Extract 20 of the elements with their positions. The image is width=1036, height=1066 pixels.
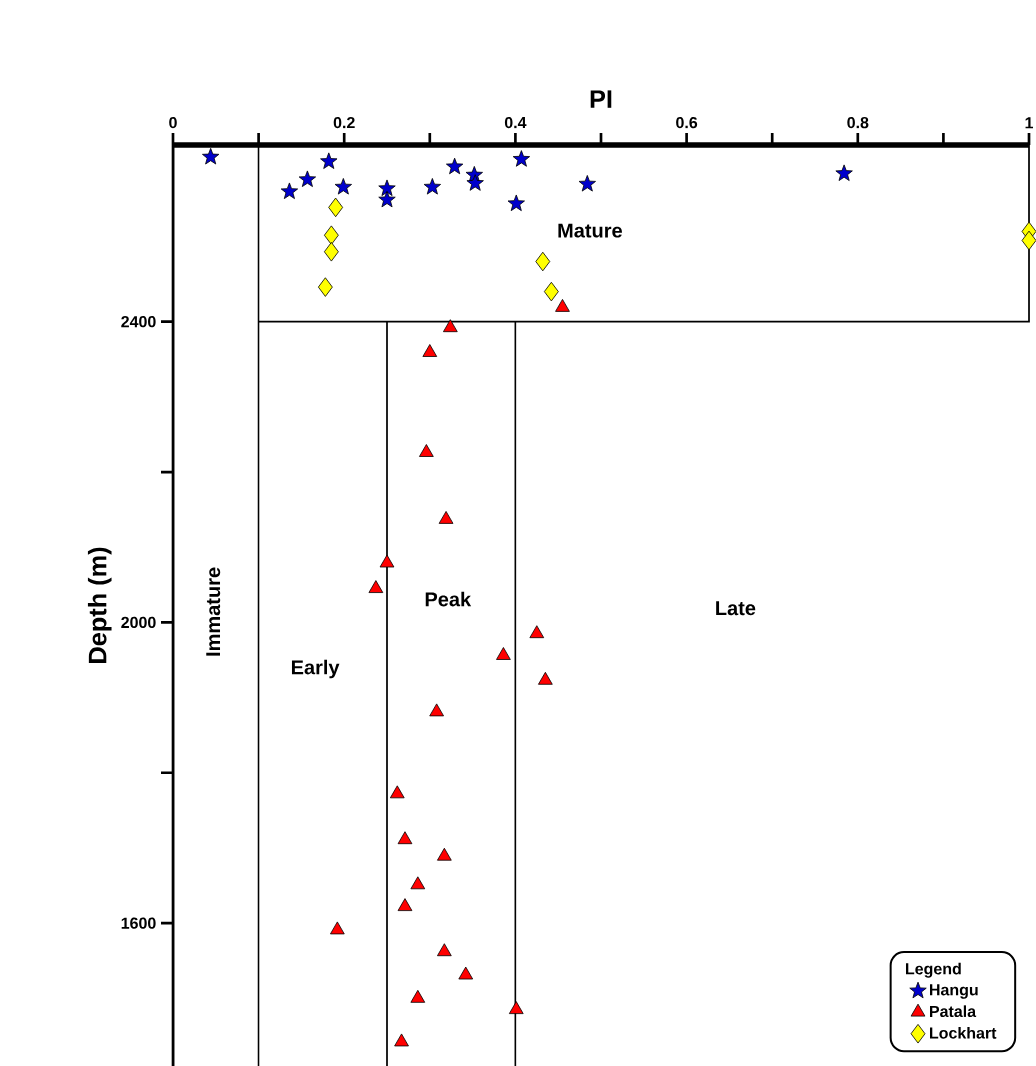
legend-label: Lockhart: [930, 1026, 997, 1039]
x-tick-label: 0.4: [504, 116, 527, 129]
x-tick-label: 0: [169, 116, 177, 129]
x-tick-label: 1: [1025, 117, 1034, 129]
y-tick-label: 2000: [121, 616, 156, 629]
legend-label: Hangu: [930, 984, 978, 999]
y-axis-title: Depth (m): [87, 547, 112, 663]
x-tick-label: 0.8: [847, 116, 869, 129]
annotation: Late: [716, 601, 756, 616]
annotation: Mature: [558, 223, 622, 238]
annotation: Immature: [206, 567, 221, 656]
legend-label: Patala: [930, 1005, 977, 1018]
x-axis-title: PI: [590, 90, 612, 108]
y-tick-label: 1600: [121, 917, 156, 929]
x-tick-label: 0.2: [333, 116, 355, 129]
annotation: Early: [291, 659, 340, 679]
y-tick-label: 2400: [121, 316, 156, 328]
x-tick-label: 0.6: [676, 116, 698, 129]
legend-title: Legend: [906, 962, 961, 978]
annotation: Peak: [425, 591, 472, 607]
